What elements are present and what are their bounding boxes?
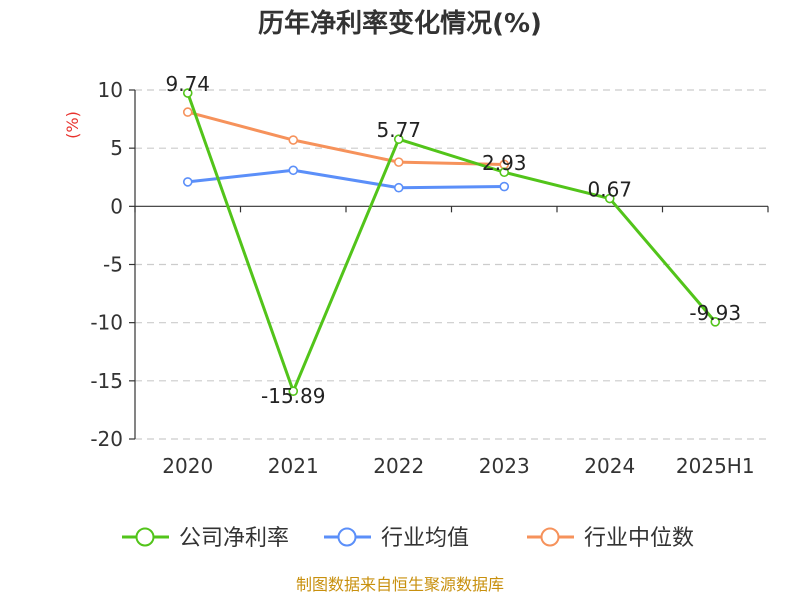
data-labels: 9.74 -15.89 5.77 2.93 0.67 -9.93 xyxy=(165,72,741,408)
source-note: 制图数据来自恒生聚源数据库 xyxy=(296,575,504,594)
data-label: -15.89 xyxy=(261,384,325,408)
legend-marker xyxy=(135,527,155,547)
series-line xyxy=(186,92,717,393)
data-point xyxy=(182,88,193,98)
data-point xyxy=(288,386,299,396)
data-label: -9.93 xyxy=(689,301,741,325)
y-tick-label: -15 xyxy=(90,369,123,393)
x-tick-label: 2021 xyxy=(268,454,319,478)
y-tick-label: -10 xyxy=(90,311,123,335)
y-tick-label: -20 xyxy=(90,427,123,451)
legend-label: 行业均值 xyxy=(381,526,469,551)
data-point xyxy=(288,135,299,145)
y-tick-label: -5 xyxy=(103,253,123,277)
data-point xyxy=(393,134,404,145)
data-label: 0.67 xyxy=(587,178,632,202)
legend: 公司净利率 行业均值 行业中位数 xyxy=(122,526,694,551)
axes: 10 5 0 -5 -10 -15 -20 2020 2021 2022 2023 2024 2025H… xyxy=(90,78,769,478)
legend-label: 行业中位数 xyxy=(584,526,694,551)
x-tick-label: 2022 xyxy=(373,454,424,478)
legend-marker xyxy=(540,527,560,547)
data-point xyxy=(604,193,615,204)
x-tick-label: 2024 xyxy=(584,454,635,478)
grid xyxy=(135,89,768,440)
data-label: 9.74 xyxy=(165,72,210,96)
x-tick-label: 2023 xyxy=(479,454,530,478)
data-label: 5.77 xyxy=(376,118,421,142)
data-point xyxy=(710,317,721,327)
x-tick-label: 2025H1 xyxy=(676,454,755,478)
y-tick-label: 0 xyxy=(110,194,123,218)
series-line xyxy=(187,110,505,166)
data-point xyxy=(393,182,404,193)
series-line xyxy=(187,168,505,190)
chart-title: 历年净利率变化情况(%) xyxy=(258,8,542,39)
data-point xyxy=(288,165,299,176)
x-tick-label: 2020 xyxy=(162,454,213,478)
legend-marker xyxy=(337,527,357,547)
data-point xyxy=(182,107,193,117)
data-point xyxy=(182,177,193,187)
y-axis-label: (%) xyxy=(63,111,82,139)
data-label: 2.93 xyxy=(482,151,527,175)
series-group xyxy=(182,88,721,396)
data-point xyxy=(499,167,510,178)
data-point xyxy=(499,181,510,192)
y-tick-label: 10 xyxy=(98,78,123,102)
legend-label: 公司净利率 xyxy=(179,526,289,551)
y-tick-label: 5 xyxy=(110,136,123,160)
data-point xyxy=(393,157,404,167)
